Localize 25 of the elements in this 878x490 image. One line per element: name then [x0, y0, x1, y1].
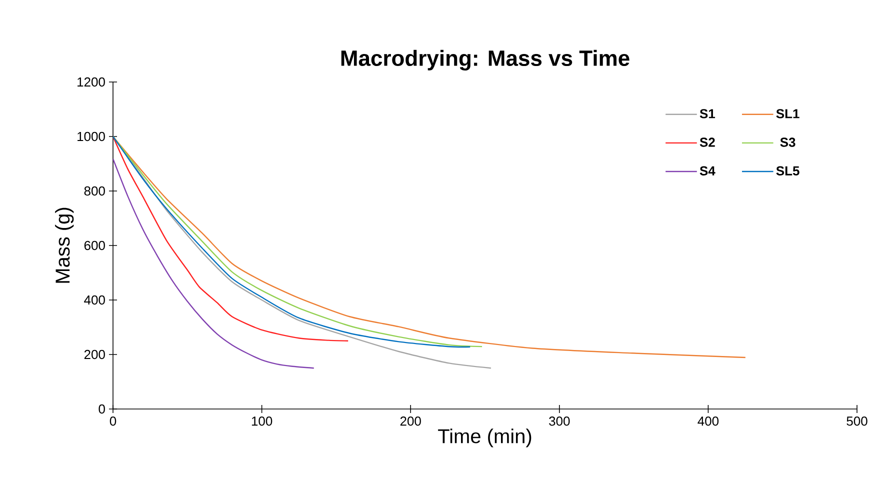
- y-tick-label: 800: [84, 186, 105, 196]
- y-tick-label: 1200: [78, 77, 105, 87]
- legend-label: S1: [700, 109, 716, 118]
- chart-title: Macrodrying: Mass vs Time: [341, 50, 630, 70]
- y-tick-label: 600: [84, 240, 105, 250]
- y-tick-label: 400: [84, 295, 105, 305]
- legend-label: S3: [780, 138, 796, 147]
- x-tick-label: 500: [846, 416, 868, 426]
- y-tick-label: 0: [98, 404, 105, 414]
- x-tick-label: 200: [400, 416, 421, 426]
- x-axis-title: Time (min): [438, 428, 532, 448]
- y-axis-title: Mass (g): [55, 208, 74, 283]
- line-series: [113, 136, 349, 342]
- x-tick-label: 100: [252, 416, 272, 426]
- x-tick-label: 0: [110, 416, 116, 426]
- legend-label: S4: [700, 166, 716, 176]
- x-tick-label: 400: [698, 416, 719, 426]
- y-tick-label: 200: [84, 350, 105, 360]
- y-tick-label: 1000: [78, 132, 105, 142]
- x-tick-label: 300: [549, 416, 570, 426]
- line-series: [113, 158, 314, 369]
- legend-label: S2: [700, 138, 715, 147]
- legend-label: SL5: [776, 166, 800, 176]
- line-series: [113, 136, 746, 358]
- legend-label: SL1: [776, 109, 800, 118]
